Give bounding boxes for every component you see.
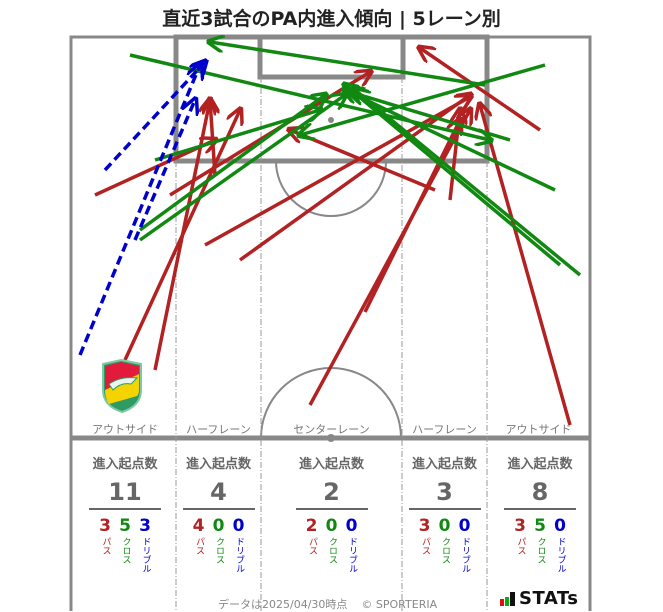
pass-label: パス xyxy=(194,537,204,555)
dribble-count: 3 xyxy=(139,516,151,536)
dribble-count: 0 xyxy=(345,516,358,536)
stat-col-right-halfspace: 進入起点数 3 3 パス 0 クロス 0 ドリブル xyxy=(402,440,487,573)
pass-count: 3 xyxy=(99,516,111,536)
penalty-spot xyxy=(328,117,334,123)
stat-total: 2 xyxy=(323,478,340,506)
pass-arrow xyxy=(210,100,215,176)
dribble-label: ドリブル xyxy=(234,537,244,573)
cross-count: 5 xyxy=(534,516,546,536)
pass-arrow xyxy=(238,95,470,262)
cross-arrow xyxy=(345,85,562,267)
pass-label: パス xyxy=(307,537,317,555)
stat-header: 進入起点数 xyxy=(185,457,251,472)
cross-label: クロス xyxy=(214,537,224,564)
penalty-arc xyxy=(275,160,387,217)
dribble-label: ドリブル xyxy=(347,537,357,573)
lane-label-center: センターレーン xyxy=(293,423,370,436)
stat-col-left-outside: 進入起点数 11 3 パス 5 クロス 3 ドリブル xyxy=(75,440,175,573)
cross-arrow xyxy=(154,110,320,162)
dribble-arrow xyxy=(103,62,205,172)
pass-label: パス xyxy=(100,537,111,555)
pass-label: パス xyxy=(420,537,430,555)
pass-arrow xyxy=(480,105,572,426)
pass-arrow xyxy=(420,48,541,132)
cross-count: 5 xyxy=(119,516,131,536)
penalty-area xyxy=(173,34,490,164)
dribble-arrow xyxy=(78,65,200,356)
pass-arrow xyxy=(308,110,470,406)
footer-note: データは2025/04/30時点 © SPORTERIA xyxy=(218,596,437,612)
cross-label: クロス xyxy=(327,537,337,564)
lane-label-left-outside: アウトサイド xyxy=(92,423,158,436)
cross-arrow xyxy=(345,90,556,192)
pass-count: 3 xyxy=(514,516,526,536)
pass-count: 4 xyxy=(192,516,205,536)
cross-count: 0 xyxy=(212,516,225,536)
cross-arrow xyxy=(355,90,582,277)
lane-label-right-halfspace: ハーフレーン xyxy=(412,423,477,436)
pass-label: パス xyxy=(515,537,526,555)
dribble-count: 0 xyxy=(554,516,566,536)
brand-name: STATs xyxy=(519,588,579,609)
dribble-arrow xyxy=(133,100,195,241)
cross-arrow xyxy=(138,95,345,242)
pass-arrow xyxy=(123,110,240,361)
data-date-note: データは2025/04/30時点 xyxy=(218,598,348,611)
stat-total: 11 xyxy=(108,478,142,506)
center-spot xyxy=(327,434,335,442)
pass-count: 2 xyxy=(305,516,318,536)
goal-area xyxy=(257,34,406,80)
lane-label-right-outside: アウトサイド xyxy=(505,423,572,436)
stat-header: 進入起点数 xyxy=(411,457,477,472)
dribble-label: ドリブル xyxy=(555,537,566,573)
stat-header: 進入起点数 xyxy=(507,457,573,472)
stat-header: 進入起点数 xyxy=(92,457,158,472)
lane-stats: 進入起点数 11 3 パス 5 クロス 3 ドリブル 進入起点数 4 4 パス 0 クロス… xyxy=(0,440,663,600)
cross-arrow xyxy=(210,42,486,87)
cross-label: クロス xyxy=(440,537,450,564)
brand-logo: STATs xyxy=(500,588,578,609)
stat-col-left-halfspace: 進入起点数 4 4 パス 0 クロス 0 ドリブル xyxy=(176,440,261,573)
dribble-label: ドリブル xyxy=(140,537,151,573)
dribble-count: 0 xyxy=(458,516,471,536)
stat-total: 4 xyxy=(210,478,227,506)
cross-arrow xyxy=(350,92,511,142)
divider xyxy=(295,508,368,510)
divider xyxy=(504,508,576,510)
page-title: 直近3試合のPA内進入傾向 | 5レーン別 xyxy=(162,8,501,30)
cross-arrow xyxy=(300,63,546,135)
dribble-count: 0 xyxy=(232,516,245,536)
pass-arrow xyxy=(363,120,460,313)
cross-count: 0 xyxy=(325,516,338,536)
stat-col-center: 進入起点数 2 2 パス 0 クロス 0 ドリブル xyxy=(261,440,402,573)
pass-arrow xyxy=(204,97,470,247)
team-crest-icon xyxy=(102,358,142,414)
stat-total: 3 xyxy=(436,478,453,506)
cross-label: クロス xyxy=(120,537,131,564)
lane-label-left-halfspace: ハーフレーン xyxy=(186,423,251,436)
divider xyxy=(182,508,255,510)
pass-count: 3 xyxy=(418,516,431,536)
bar-chart-logo-icon xyxy=(500,591,515,606)
divider xyxy=(408,508,481,510)
stat-col-right-outside: 進入起点数 8 3 パス 5 クロス 0 ドリブル xyxy=(490,440,590,573)
cross-label: クロス xyxy=(535,537,546,564)
divider xyxy=(89,508,161,510)
stat-header: 進入起点数 xyxy=(298,457,364,472)
copyright: © SPORTERIA xyxy=(361,598,438,611)
cross-count: 0 xyxy=(438,516,451,536)
stat-total: 8 xyxy=(531,478,549,506)
dribble-label: ドリブル xyxy=(460,537,470,573)
